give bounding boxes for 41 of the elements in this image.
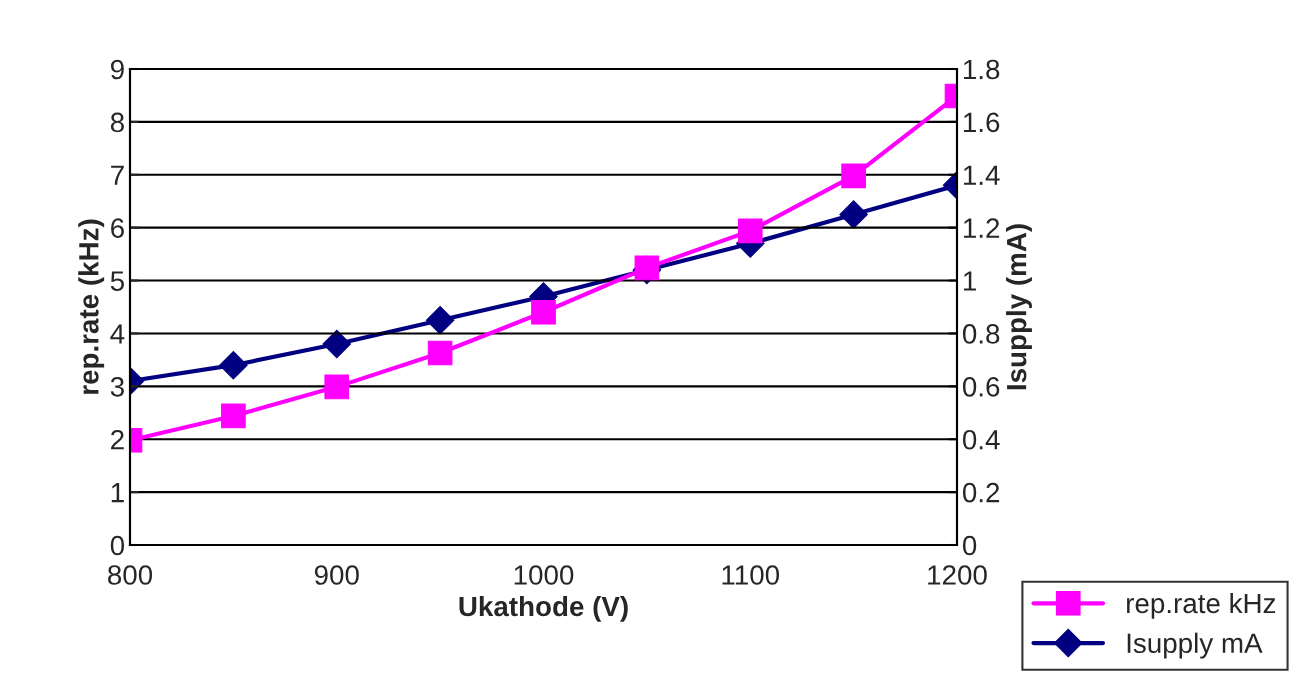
y-tick-label: 4 [110, 324, 125, 344]
point [322, 329, 352, 359]
point [737, 218, 763, 244]
y2-axis-title: Isupply (mA) [1006, 224, 1032, 390]
x-tick-label: 900 [314, 565, 359, 585]
y2-tick-label: 0.8 [962, 324, 1000, 344]
point [531, 299, 556, 325]
legend-label: rep.rate kHz [1127, 592, 1276, 619]
y-tick-label: 0 [110, 535, 125, 556]
y2-tick-label: 0.4 [962, 429, 1000, 450]
y-tick-label: 9 [110, 59, 124, 80]
y2-tick-label: 1.8 [963, 59, 1000, 80]
y-axis-title: rep.rate (kHz) [78, 219, 105, 394]
y2-tick-label: 0.2 [962, 482, 1000, 503]
x-tick-label: 1100 [722, 565, 780, 585]
y-tick-label: 1 [111, 483, 124, 503]
y-tick-label: 2 [111, 429, 124, 450]
point [324, 374, 350, 400]
legend-label: Isupply mA [1127, 632, 1263, 659]
y-tick-label: 5 [110, 271, 124, 291]
x-tick-label: 1000 [514, 565, 574, 585]
point [839, 200, 868, 229]
y-tick-label: 3 [110, 377, 124, 397]
y-tick-label: 8 [110, 112, 124, 133]
y2-tick-label: 1.2 [963, 218, 1000, 238]
y-tick-label: 6 [111, 218, 124, 239]
y2-tick-label: 0.6 [962, 377, 1000, 397]
y2-tick-label: 1.4 [963, 165, 1000, 185]
point [425, 305, 455, 335]
x-axis-title: Ukathode (V) [459, 595, 628, 622]
point [841, 163, 866, 189]
point [427, 340, 453, 366]
point [221, 403, 246, 429]
y2-tick-label: 0 [962, 535, 977, 556]
y2-tick-label: 1.6 [963, 112, 1000, 133]
y2-tick-label: 1 [963, 271, 976, 291]
x-tick-label: 800 [108, 565, 153, 585]
y-tick-label: 7 [111, 165, 124, 185]
point [219, 350, 248, 380]
point [634, 255, 660, 281]
x-tick-label: 1200 [928, 565, 987, 585]
